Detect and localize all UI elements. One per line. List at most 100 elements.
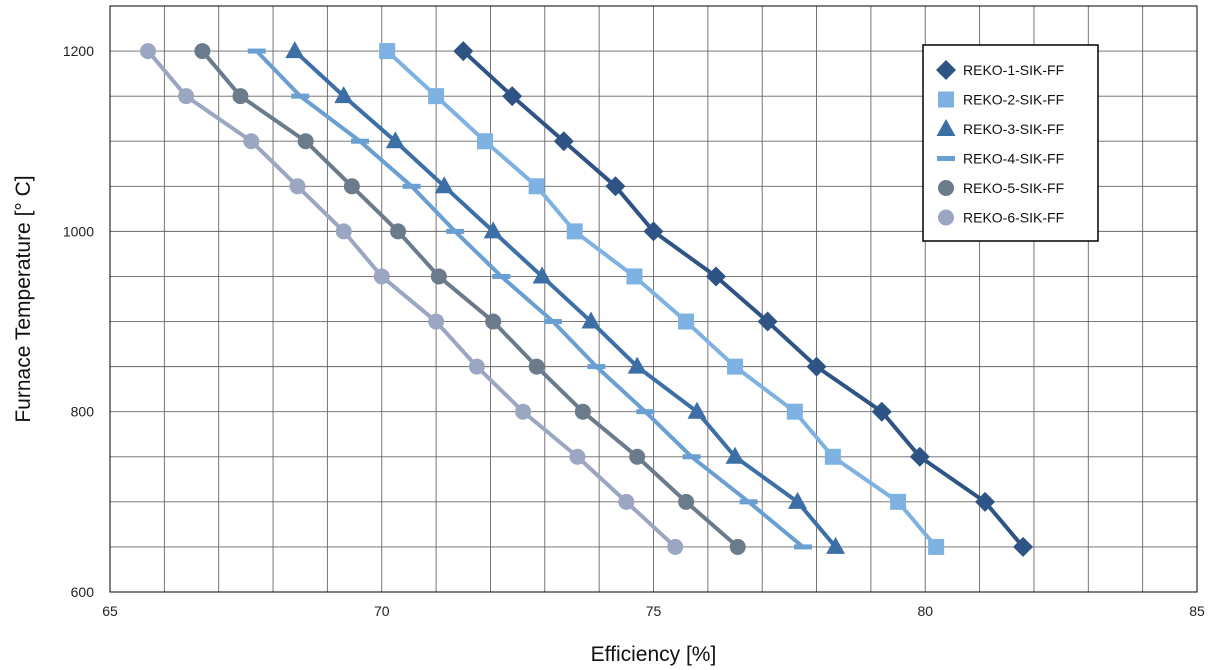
- data-point-diamond: [502, 86, 523, 107]
- data-point-triangle: [483, 221, 503, 239]
- legend-item: REKO-3-SIK-FF: [936, 119, 1064, 137]
- data-point-diamond: [757, 311, 778, 332]
- legend-box: [922, 44, 1099, 242]
- x-tick-label: 80: [917, 603, 933, 619]
- series-REKO-1-SIK-FF: [453, 41, 1034, 557]
- data-point-triangle: [334, 86, 354, 104]
- data-point-circle: [232, 88, 249, 105]
- y-tick-label: 800: [71, 404, 95, 420]
- legend-marker-diamond: [936, 60, 956, 80]
- data-point-circle: [629, 448, 646, 465]
- data-point-circle: [373, 268, 390, 285]
- data-point-circle: [729, 538, 746, 555]
- x-tick-label: 65: [102, 603, 118, 619]
- data-point-diamond: [871, 401, 892, 422]
- data-point-triangle: [725, 446, 745, 464]
- data-point-triangle: [434, 176, 454, 194]
- legend-marker-dash: [937, 156, 955, 161]
- data-point-diamond: [1013, 536, 1034, 557]
- data-point-square: [678, 313, 695, 330]
- data-point-circle: [618, 493, 635, 510]
- legend-marker-circle: [938, 209, 954, 226]
- x-tick-label: 85: [1189, 603, 1205, 619]
- data-point-square: [428, 88, 445, 105]
- data-point-dash: [247, 48, 266, 54]
- data-point-circle: [485, 313, 502, 330]
- data-point-circle: [667, 538, 684, 555]
- data-point-square: [379, 43, 396, 60]
- legend-item: REKO-5-SIK-FF: [938, 180, 1064, 196]
- legend-label: REKO-1-SIK-FF: [963, 62, 1064, 78]
- data-point-circle: [528, 358, 545, 375]
- data-point-dash: [793, 544, 812, 550]
- x-axis-title: Efficiency [%]: [591, 643, 717, 666]
- series-REKO-3-SIK-FF: [285, 41, 846, 554]
- data-point-circle: [390, 223, 407, 240]
- legend-marker-triangle: [936, 119, 956, 136]
- x-tick-label: 75: [646, 603, 662, 619]
- data-point-triangle: [826, 536, 846, 554]
- data-point-dash: [682, 454, 701, 460]
- data-point-square: [786, 403, 803, 420]
- data-point-square: [727, 358, 744, 375]
- legend-label: REKO-6-SIK-FF: [963, 210, 1064, 226]
- y-axis-title: Furnace Temperature [° C]: [12, 175, 35, 422]
- data-point-circle: [515, 403, 532, 420]
- series-REKO-5-SIK-FF: [194, 43, 746, 555]
- data-point-circle: [428, 313, 445, 330]
- legend-item: REKO-2-SIK-FF: [938, 91, 1064, 108]
- data-point-circle: [194, 43, 211, 60]
- y-tick-label: 1200: [63, 43, 94, 59]
- legend-label: REKO-4-SIK-FF: [963, 151, 1064, 167]
- legend-marker-circle: [938, 180, 954, 196]
- data-point-circle: [335, 223, 352, 240]
- x-tick-label: 70: [374, 603, 390, 619]
- legend-label: REKO-5-SIK-FF: [963, 180, 1064, 196]
- legend-label: REKO-2-SIK-FF: [963, 92, 1064, 108]
- data-point-diamond: [806, 356, 827, 377]
- tick-labels: 65 70 75 80 85 600 800 1000 1200: [63, 43, 1205, 619]
- data-point-dash: [543, 319, 562, 325]
- data-point-diamond: [975, 491, 996, 512]
- data-point-triangle: [385, 131, 405, 149]
- legend-marker-square: [938, 91, 954, 108]
- series-line: [461, 49, 1025, 549]
- data-point-dash: [351, 138, 370, 144]
- data-point-square: [566, 223, 583, 240]
- data-point-square: [928, 538, 945, 555]
- legend-item: REKO-1-SIK-FF: [936, 60, 1064, 80]
- series-line: [146, 49, 677, 549]
- data-point-circle: [430, 268, 447, 285]
- series-line: [385, 49, 938, 549]
- data-point-dash: [402, 183, 421, 189]
- series-layer: [140, 41, 1034, 557]
- data-point-dash: [587, 364, 606, 370]
- data-point-diamond: [706, 266, 727, 287]
- data-point-dash: [446, 228, 465, 234]
- data-point-diamond: [909, 446, 930, 467]
- data-point-circle: [468, 358, 485, 375]
- data-point-triangle: [687, 401, 707, 419]
- data-point-circle: [289, 178, 306, 195]
- legend-item: REKO-6-SIK-FF: [938, 209, 1064, 226]
- data-point-triangle: [627, 356, 647, 374]
- legend-item: REKO-4-SIK-FF: [937, 151, 1064, 167]
- data-point-circle: [574, 403, 591, 420]
- data-point-circle: [243, 133, 260, 150]
- series-line: [200, 49, 740, 549]
- data-point-circle: [569, 448, 586, 465]
- data-point-square: [626, 268, 643, 285]
- data-point-triangle: [532, 266, 552, 284]
- data-point-square: [824, 448, 841, 465]
- data-point-triangle: [581, 311, 601, 329]
- data-point-triangle: [285, 41, 305, 59]
- legend-label: REKO-3-SIK-FF: [963, 121, 1064, 137]
- data-point-circle: [343, 178, 360, 195]
- data-point-square: [890, 493, 907, 510]
- series-line: [255, 49, 805, 549]
- plot-area: [109, 5, 1198, 593]
- series-REKO-6-SIK-FF: [140, 43, 684, 555]
- data-point-dash: [291, 93, 310, 99]
- data-point-circle: [178, 88, 195, 105]
